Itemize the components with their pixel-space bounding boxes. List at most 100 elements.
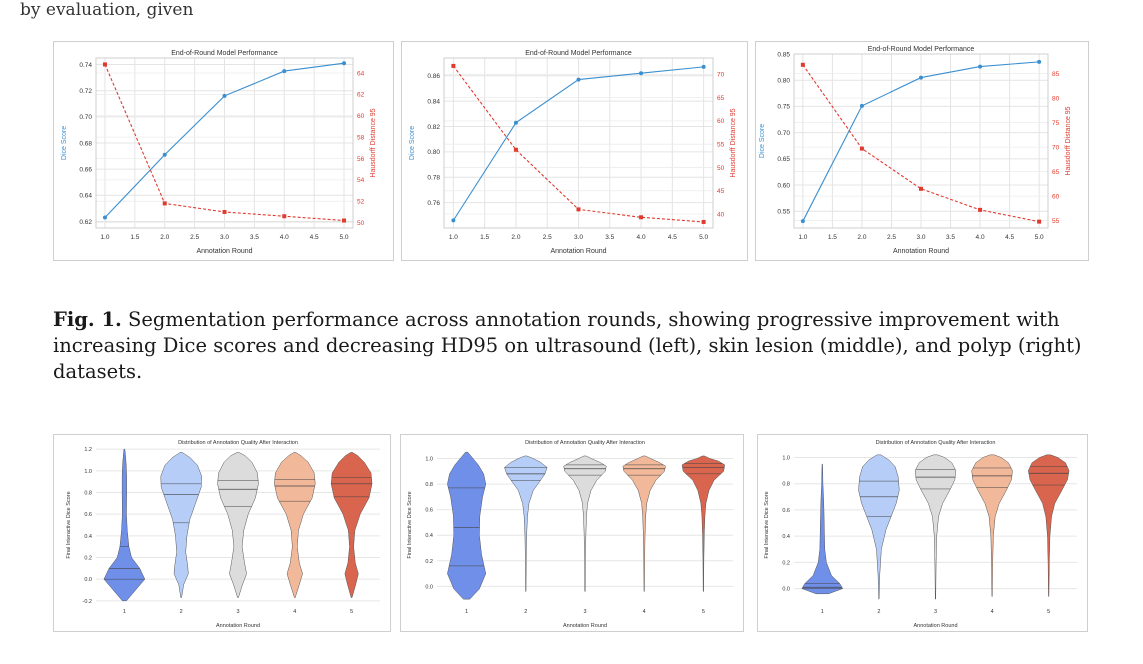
line-chart-ultrasound: 1.0 1.5 2.0 2.5 3.0 3.5 4.0 4.5 5.0 0.62 0.64 0.66 0… (53, 41, 394, 261)
dice-score-point (639, 71, 644, 76)
y-tick-label: 0.2 (84, 556, 92, 562)
hd95-point (1037, 219, 1042, 224)
y-axis-label: Final Interactive Dice Score (407, 491, 413, 558)
x-tick-label: 2.5 (543, 234, 552, 241)
y-tick-label: 0.65 (777, 156, 790, 163)
x-tick-label: 2.0 (160, 234, 169, 241)
line-chart-skin-lesion: 1.0 1.5 2.0 2.5 3.0 3.5 4.0 4.5 5.0 0.76 0.78 0.80 0… (401, 41, 748, 261)
x-tick-label: 1.0 (100, 234, 109, 241)
y-tick-label: 0.8 (84, 491, 92, 497)
y2-tick-label: 55 (1052, 218, 1060, 225)
x-tick-label: 3.5 (250, 234, 259, 241)
plot-frame (95, 57, 354, 229)
x-tick-label: 1 (123, 609, 126, 615)
chart-title: Distribution of Annotation Quality After… (525, 440, 645, 446)
x-tick-label: 2.0 (511, 234, 520, 241)
x-tick-label: 3.0 (916, 234, 925, 241)
x-tick-label: 2.5 (190, 234, 199, 241)
x-tick-label: 1 (821, 609, 824, 615)
x-tick-label: 5.0 (699, 234, 708, 241)
x-tick-label: 4.0 (637, 234, 646, 241)
line-chart-polyp-svg: 1.0 1.5 2.0 2.5 3.0 3.5 4.0 4.5 5.0 0.55 0.60 0.65 0… (759, 46, 1072, 255)
y-axis-label: Dice Score (759, 124, 766, 158)
y2-tick-label: 65 (717, 95, 725, 102)
hd95-point (978, 207, 983, 212)
y-tick-label: 0.75 (777, 104, 790, 111)
x-axis-label: Annotation Round (216, 623, 260, 629)
dice-score-point (222, 93, 227, 98)
y2-axis-label: Hausdorff Distance 95 (1065, 106, 1072, 175)
chart-title: End-of-Round Model Performance (525, 50, 632, 57)
x-tick-label: 3 (583, 609, 586, 615)
x-tick-label: 3.5 (946, 234, 955, 241)
dice-score-point (701, 64, 706, 69)
y2-tick-label: 54 (357, 177, 365, 184)
y-axis-label: Final Interactive Dice Score (66, 491, 72, 558)
y2-tick-label: 64 (357, 70, 365, 77)
dice-score-point (800, 219, 805, 224)
x-tick-label: 3 (236, 609, 239, 615)
violin-body (914, 454, 957, 600)
x-axis-label: Annotation Round (913, 623, 957, 629)
x-tick-label: 3.0 (220, 234, 229, 241)
chart-title: Distribution of Annotation Quality After… (178, 440, 298, 446)
y2-tick-label: 50 (717, 165, 725, 172)
hd95-point (162, 201, 167, 206)
y2-tick-label: 60 (717, 118, 725, 125)
page-header-fragment: by evaluation, given (20, 0, 194, 20)
y-axis-label: Dice Score (409, 126, 416, 160)
dice-score-point (342, 61, 347, 66)
x-tick-label: 1 (465, 609, 468, 615)
line-chart-polyp: 1.0 1.5 2.0 2.5 3.0 3.5 4.0 4.5 5.0 0.55 0.60 0.65 0… (755, 41, 1089, 261)
y2-tick-label: 62 (357, 92, 365, 99)
violin-body (801, 463, 844, 595)
y-tick-label: 0.6 (425, 508, 433, 514)
x-tick-label: 4.0 (976, 234, 985, 241)
y-tick-label: 1.0 (84, 469, 92, 475)
dice-score-point (978, 64, 983, 69)
y2-tick-label: 65 (1052, 169, 1060, 176)
plot-frame (793, 53, 1049, 229)
x-tick-label: 5 (702, 609, 705, 615)
line-chart-skin-lesion-svg: 1.0 1.5 2.0 2.5 3.0 3.5 4.0 4.5 5.0 0.76 0.78 0.80 0… (409, 50, 737, 255)
y-tick-label: 0.8 (782, 482, 790, 488)
x-tick-label: 1.5 (828, 234, 837, 241)
hd95-point (222, 209, 227, 214)
y-tick-label: 0.76 (427, 200, 440, 207)
hd95-point (282, 214, 287, 219)
y2-tick-label: 75 (1052, 120, 1060, 127)
chart-title: End-of-Round Model Performance (868, 46, 975, 53)
x-tick-label: 4 (293, 609, 296, 615)
y2-tick-label: 45 (717, 188, 725, 195)
y2-tick-label: 52 (357, 199, 365, 206)
dice-score-point (919, 75, 923, 80)
hd95-point (859, 146, 864, 151)
x-tick-label: 3.0 (574, 234, 583, 241)
y-tick-label: 0.0 (84, 577, 92, 583)
y-tick-label: 0.74 (79, 62, 92, 69)
y-tick-label: 0.4 (425, 533, 433, 539)
y-tick-label: 0.6 (84, 512, 92, 518)
figure-caption: Fig. 1. Segmentation performance across … (53, 307, 1089, 385)
x-axis-label: Annotation Round (196, 248, 252, 255)
violin-body (622, 455, 666, 592)
x-tick-label: 4 (643, 609, 646, 615)
dice-score-point (576, 77, 581, 82)
violin-body (447, 451, 487, 600)
y-tick-label: 0.80 (777, 78, 790, 85)
y-tick-label: 0.66 (79, 166, 92, 173)
hd95-point (800, 62, 805, 67)
y-tick-label: -0.2 (83, 599, 92, 605)
violin-chart-ultrasound: -0.2 0.0 0.2 0.4 0.6 0.8 1.0 1.2 Distribution of… (53, 434, 391, 632)
y-tick-label: 0.78 (427, 175, 440, 182)
y-tick-label: 0.70 (777, 130, 790, 137)
hd95-point (342, 218, 347, 223)
dice-score-point (162, 152, 167, 157)
x-tick-label: 4 (991, 609, 994, 615)
violin-chart-ultrasound-svg: -0.2 0.0 0.2 0.4 0.6 0.8 1.0 1.2 Distribution of… (66, 440, 380, 629)
x-tick-label: 4.5 (1005, 234, 1014, 241)
hd95-point (919, 186, 923, 191)
y2-axis-label: Hausdorff Distance 95 (730, 108, 737, 177)
chart-title: End-of-Round Model Performance (171, 50, 278, 57)
x-tick-label: 1.0 (798, 234, 807, 241)
